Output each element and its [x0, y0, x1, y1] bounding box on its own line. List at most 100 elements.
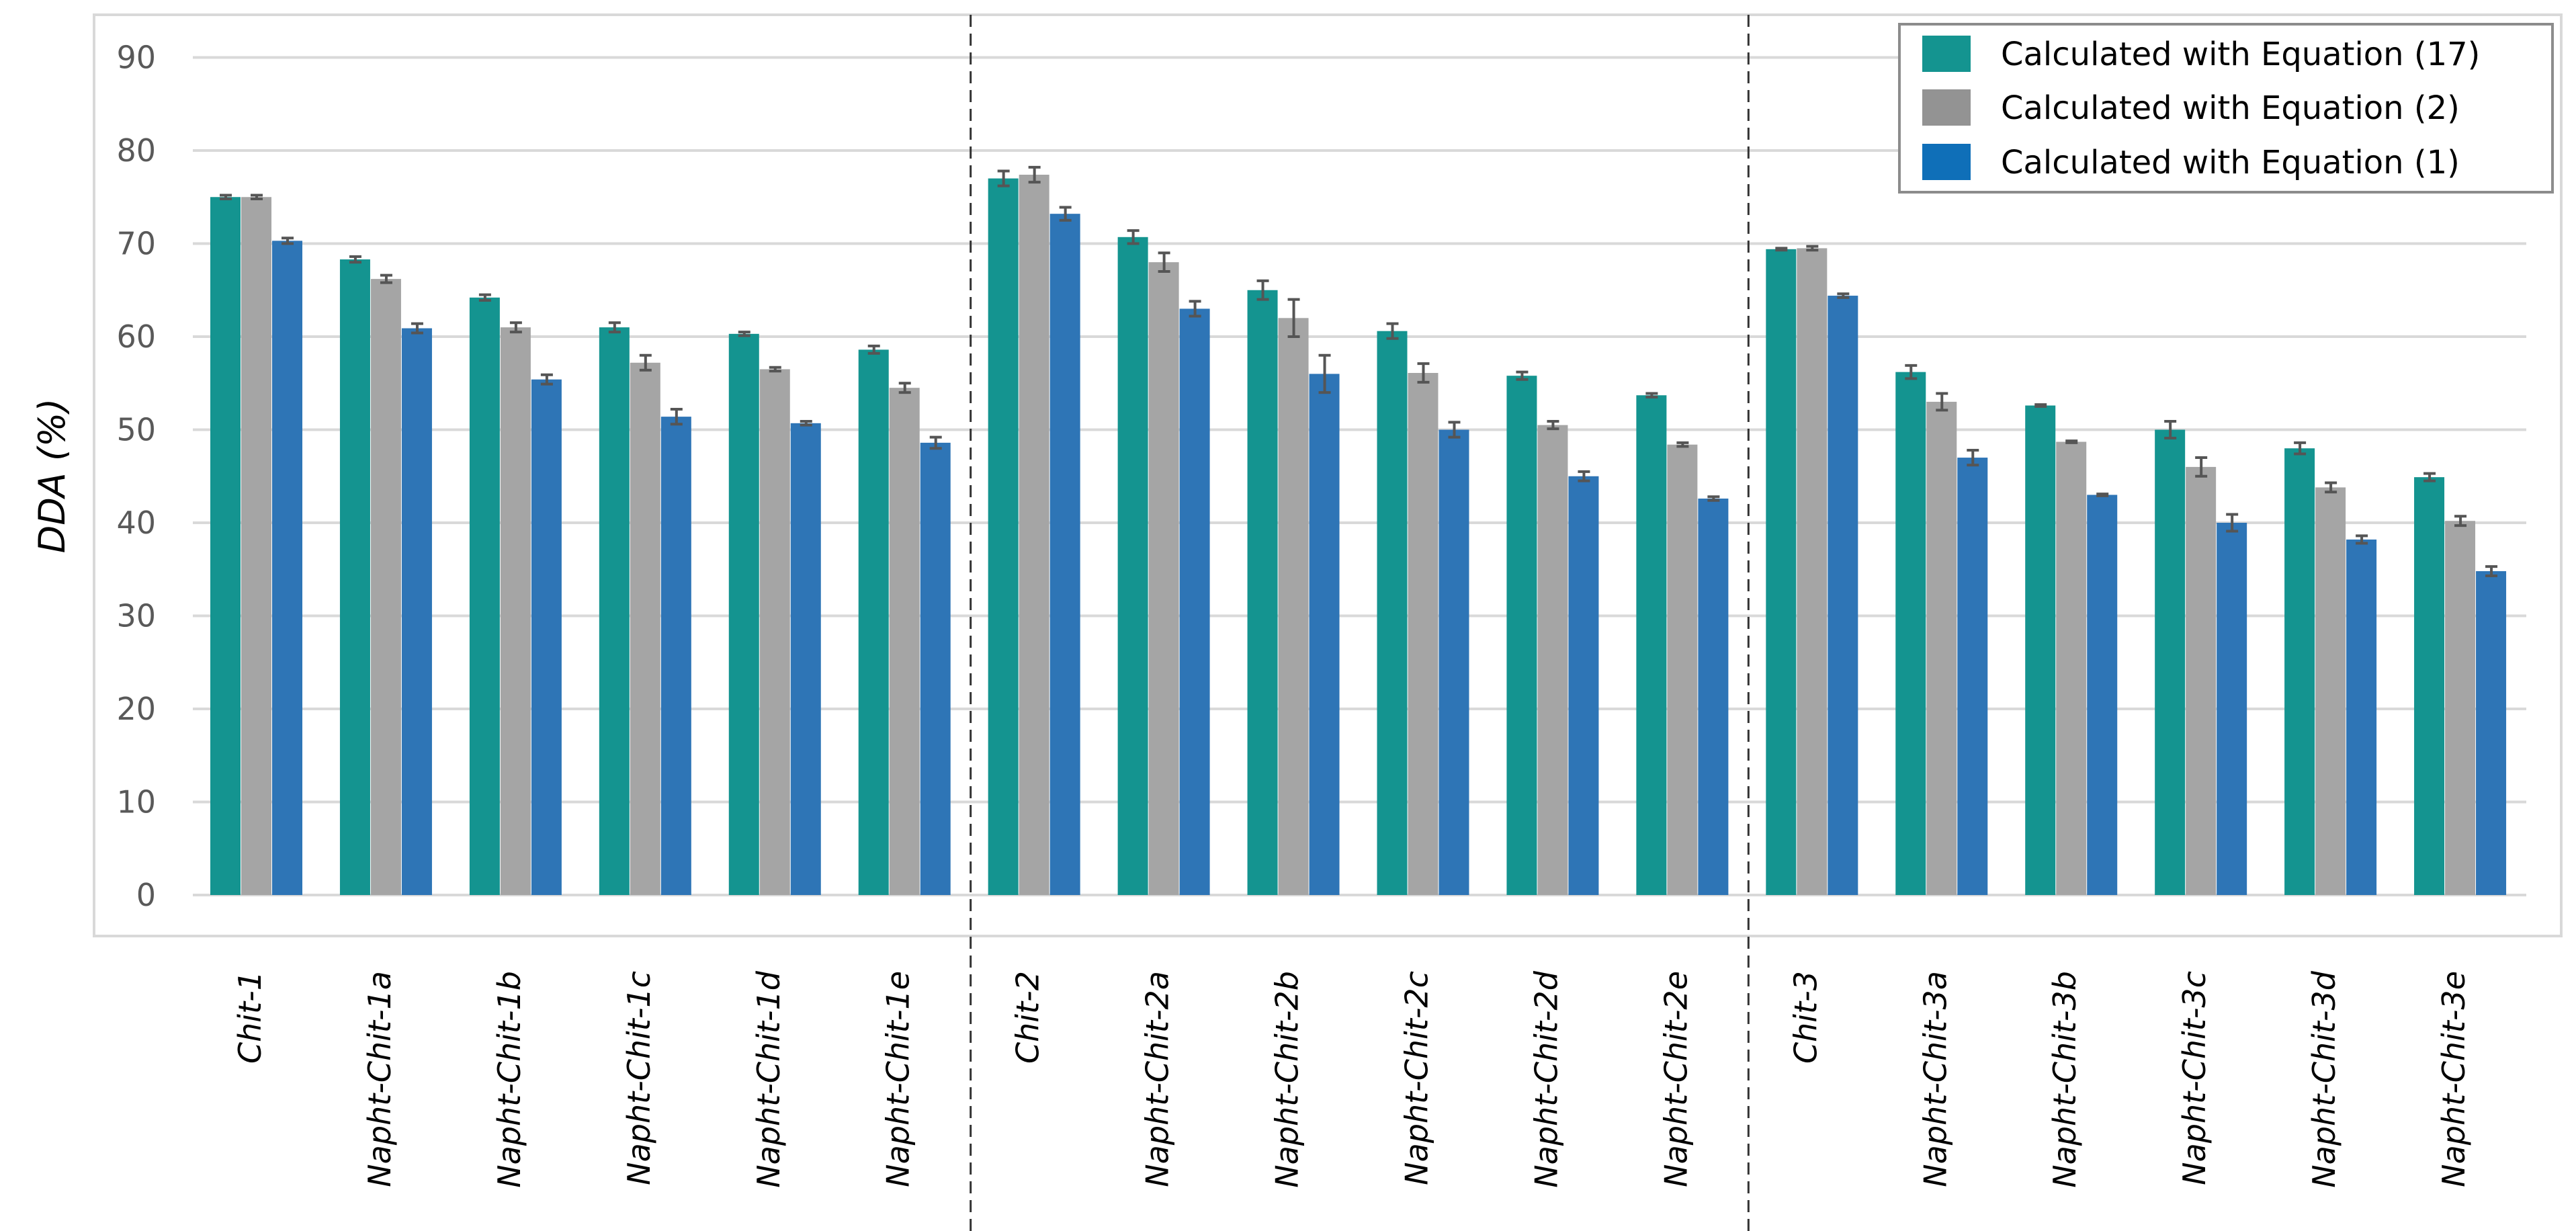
y-tick-label: 50	[116, 412, 156, 448]
bar	[1408, 373, 1439, 895]
error-bar	[898, 382, 911, 394]
error-bar	[2356, 534, 2368, 545]
x-tick-label: Chit-1	[232, 971, 268, 1064]
bar	[272, 241, 302, 896]
error-bar	[540, 373, 553, 386]
error-bar	[2325, 481, 2337, 494]
bar	[2025, 405, 2056, 895]
error-bar	[1448, 421, 1461, 439]
bar	[2186, 466, 2217, 895]
error-bar	[2096, 493, 2109, 497]
x-tick-label: Napht-Chit-3c	[2176, 971, 2213, 1185]
error-bar	[1936, 392, 1948, 412]
x-tick-label: Napht-Chit-1d	[750, 970, 787, 1188]
bar	[858, 349, 889, 895]
error-bar	[1967, 448, 1979, 467]
error-bar	[2065, 439, 2078, 444]
bar	[1895, 372, 1926, 895]
error-bar	[1189, 300, 1201, 318]
legend-box	[1898, 23, 2554, 194]
error-bar	[220, 194, 232, 201]
error-bar	[478, 293, 491, 302]
bar	[1278, 318, 1309, 895]
error-bar	[349, 255, 361, 264]
bar	[1377, 331, 1408, 895]
bar	[1247, 290, 1278, 895]
bar	[1506, 376, 1537, 895]
error-bar	[997, 169, 1010, 187]
legend-swatch-eq2	[1922, 89, 1971, 126]
bar	[1309, 374, 1340, 895]
error-bar	[1059, 206, 1072, 222]
bar	[1568, 476, 1599, 895]
error-bar	[1837, 292, 1850, 299]
bar	[889, 388, 920, 895]
error-bar	[1287, 298, 1300, 338]
bar	[728, 333, 759, 896]
bar	[2315, 487, 2346, 895]
error-bar	[769, 366, 781, 373]
y-tick-label: 90	[116, 40, 156, 76]
error-bar	[670, 408, 683, 426]
x-tick-label: Napht-Chit-1b	[491, 971, 527, 1188]
error-bar	[2226, 513, 2239, 533]
error-bar	[1318, 353, 1331, 394]
bar	[339, 259, 370, 895]
bar	[1537, 425, 1568, 895]
bar	[920, 442, 951, 895]
error-bar	[380, 273, 392, 284]
x-tick-label: Napht-Chit-2d	[1528, 970, 1564, 1188]
bar	[2445, 521, 2476, 895]
bar	[241, 197, 271, 895]
bar	[1049, 214, 1080, 895]
legend-label-eq2: Calculated with Equation (2)	[2001, 89, 2460, 127]
bar	[1019, 175, 1049, 895]
error-bar	[1905, 364, 1918, 380]
bar	[2414, 477, 2445, 895]
bar	[1439, 429, 1469, 895]
x-tick-label: Napht-Chit-2c	[1399, 971, 1435, 1185]
bar	[2217, 523, 2247, 895]
error-bar	[800, 420, 812, 427]
y-tick-label: 70	[116, 226, 156, 262]
legend-swatch-eq1	[1922, 144, 1971, 180]
y-tick-label: 0	[136, 877, 156, 913]
bar	[370, 279, 401, 895]
error-bar	[509, 321, 522, 334]
legend-swatch-eq17	[1922, 36, 1971, 72]
x-tick-label: Napht-Chit-1a	[361, 971, 398, 1187]
group-separators	[970, 15, 1750, 1231]
bar	[1636, 395, 1667, 895]
error-bar	[2034, 403, 2047, 408]
bar	[1797, 248, 1828, 895]
error-bar	[929, 435, 942, 450]
x-tick-label: Napht-Chit-2e	[1658, 971, 1694, 1187]
error-bar	[2164, 420, 2177, 439]
error-bar	[1256, 279, 1269, 301]
x-tick-label: Napht-Chit-2b	[1269, 971, 1305, 1188]
bar	[599, 327, 630, 895]
error-bar	[1707, 495, 1720, 502]
bar	[1179, 308, 1210, 895]
error-bar	[1386, 322, 1399, 340]
y-tick-label: 40	[116, 505, 156, 541]
y-tick-label: 20	[116, 691, 156, 727]
x-tick-label: Napht-Chit-3e	[2436, 971, 2472, 1187]
error-bar	[2423, 472, 2436, 482]
error-bar	[867, 344, 880, 355]
y-tick-label: 10	[116, 784, 156, 820]
legend-label-eq17: Calculated with Equation (17)	[2001, 36, 2480, 73]
error-bar	[2195, 456, 2208, 478]
error-bar	[1417, 362, 1430, 384]
bar	[1766, 249, 1797, 895]
bar	[2346, 539, 2377, 895]
bar	[2056, 441, 2087, 895]
error-bar	[251, 194, 263, 201]
bar	[401, 328, 432, 895]
x-tick-label: Chit-3	[1787, 971, 1823, 1064]
bar	[1117, 237, 1148, 895]
error-bar	[1158, 251, 1170, 273]
x-tick-label: Napht-Chit-3d	[2306, 970, 2342, 1188]
error-bar	[1578, 470, 1590, 482]
y-axis-label: DDA (%)	[31, 398, 73, 554]
